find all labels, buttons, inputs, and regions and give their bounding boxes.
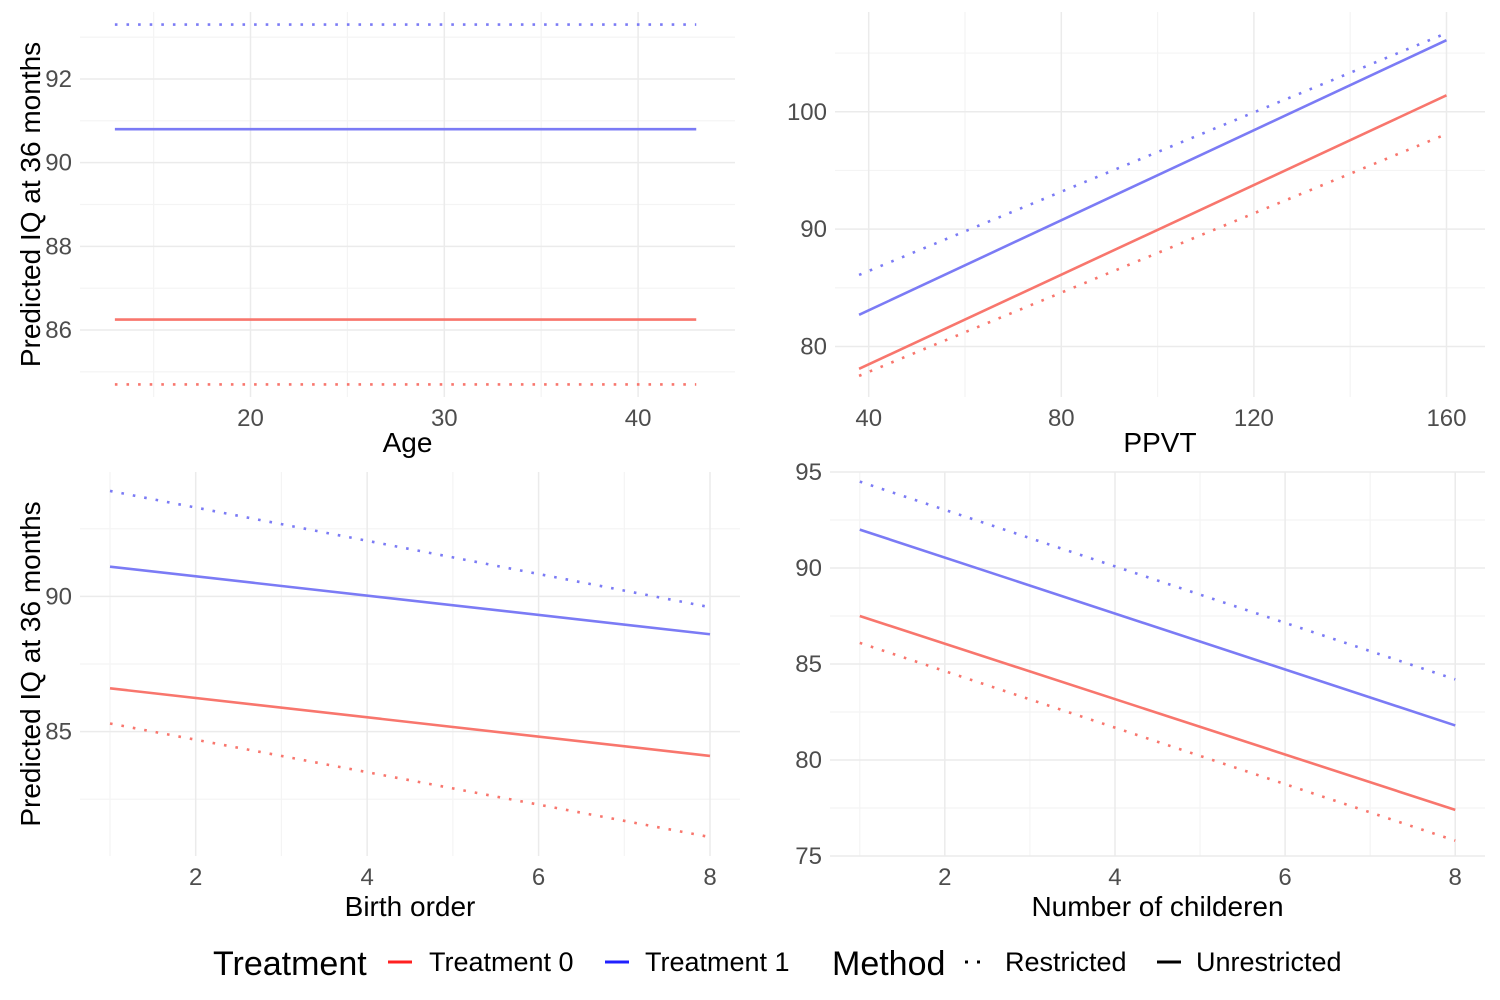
series-line-treatment-0-unrestricted (859, 614, 1456, 812)
y-tick-label: 90 (800, 216, 827, 243)
series-line-treatment-1-restricted (859, 480, 1456, 681)
y-tick-label: 92 (45, 66, 72, 93)
y-tick-label: 85 (45, 719, 72, 746)
x-tick-label: 8 (703, 864, 716, 891)
series-line-treatment-0-unrestricted (858, 94, 1448, 371)
x-tick-label: 160 (1426, 405, 1466, 432)
series-line-treatment-0-restricted (109, 722, 711, 839)
panel-4: 75 80 85 90 95 2 4 6 8 Number of childeren (795, 459, 1485, 922)
y-tick-label: 90 (45, 583, 72, 610)
y-tick-label: 85 (795, 651, 822, 678)
legend-label-treatment-0: Treatment 0 (429, 947, 574, 977)
y-tick-label: 90 (795, 555, 822, 582)
y-tick-label: 80 (800, 334, 827, 361)
x-tick-label: 40 (625, 405, 652, 432)
x-tick-label: 8 (1449, 864, 1462, 891)
x-tick-label: 80 (1048, 405, 1075, 432)
y-axis-title: Predicted IQ at 36 months (15, 42, 46, 367)
y-tick-label: 95 (795, 459, 822, 486)
x-tick-label: 40 (855, 405, 882, 432)
legend-treatment-title: Treatment (213, 945, 367, 983)
series-line-treatment-0-unrestricted (109, 687, 711, 758)
series-line-treatment-0-restricted (858, 132, 1447, 378)
series-line-treatment-1-unrestricted (858, 38, 1448, 317)
x-tick-label: 120 (1234, 405, 1274, 432)
series-line-treatment-1-unrestricted (109, 565, 711, 636)
x-tick-label: 20 (237, 405, 264, 432)
legend: Treatment Treatment 0 Treatment 1 Method… (213, 945, 1342, 983)
panel-2: 80 90 100 40 80 120 160 PPVT (787, 12, 1485, 458)
y-tick-label: 80 (795, 747, 822, 774)
legend-label-treatment-1: Treatment 1 (645, 947, 790, 977)
series-line-treatment-0-restricted (859, 641, 1456, 842)
y-tick-label: 100 (787, 99, 827, 126)
x-tick-label: 2 (938, 864, 951, 891)
series-line-treatment-1-restricted (858, 31, 1447, 277)
x-axis-title: Number of childeren (1031, 891, 1283, 922)
legend-label-unrestricted: Unrestricted (1196, 947, 1342, 977)
y-axis-title: Predicted IQ at 36 months (15, 501, 46, 826)
panel-3: 85 90 2 4 6 8 Birth order Predicted IQ at 36 mo… (15, 472, 740, 922)
series-line-treatment-1-restricted (109, 489, 711, 609)
x-tick-label: 4 (360, 864, 373, 891)
x-axis-title: Birth order (345, 891, 476, 922)
legend-method-title: Method (832, 945, 945, 983)
x-tick-label: 4 (1108, 864, 1121, 891)
legend-label-restricted: Restricted (1005, 947, 1127, 977)
y-tick-label: 90 (45, 150, 72, 177)
y-tick-label: 86 (45, 317, 72, 344)
x-axis-title: Age (383, 427, 433, 458)
x-tick-label: 30 (431, 405, 458, 432)
x-tick-label: 6 (532, 864, 545, 891)
x-tick-label: 2 (189, 864, 202, 891)
panel-1: 86 88 90 92 20 30 40 Age Predicted IQ at 36 mont… (15, 12, 735, 458)
y-tick-label: 88 (45, 233, 72, 260)
x-axis-title: PPVT (1123, 427, 1196, 458)
series-line-treatment-1-unrestricted (859, 528, 1456, 727)
y-tick-label: 75 (795, 843, 822, 870)
x-tick-label: 6 (1278, 864, 1291, 891)
